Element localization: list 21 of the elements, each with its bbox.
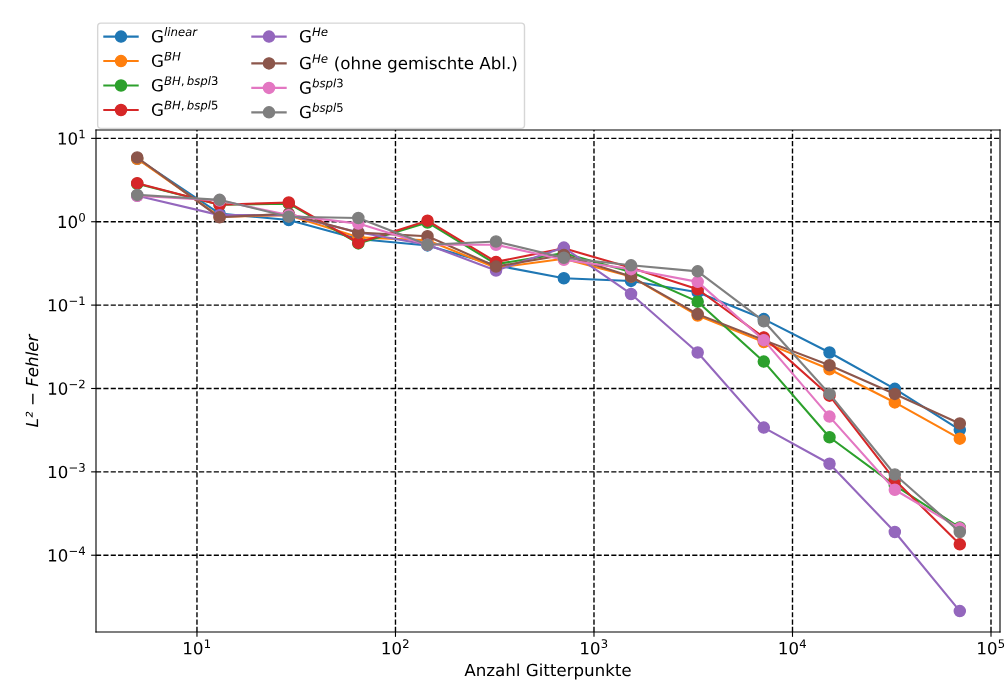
legend-label: G$^{BH}$: [151, 51, 181, 68]
x-axis-title: Anzahl Gitterpunkte: [464, 663, 631, 680]
legend-label: G$^{He}$ (ohne gemischte Abl.): [299, 54, 517, 73]
x-tick-label: 10$^{3}$: [581, 639, 608, 655]
y-tick-label: 10$^{−4}$: [48, 546, 86, 562]
y-tick-label: 10$^{−3}$: [48, 463, 85, 479]
legend-label: G$^{bspl3}$: [299, 78, 343, 94]
x-tick-label: 10$^{5}$: [978, 639, 1005, 655]
y-axis-title: L² − Fehler: [25, 333, 39, 427]
legend-label: G$^{BH,bspl5}$: [151, 100, 218, 116]
legend-label: G$^{bspl5}$: [299, 102, 343, 119]
x-tick-label: 10$^{1}$: [184, 639, 211, 655]
legend-label: G$^{BH,bspl3}$: [151, 76, 218, 92]
legend-label: G$^{linear}$: [151, 27, 198, 43]
x-tick-label: 10$^{4}$: [779, 639, 806, 655]
x-tick-label: 10$^{2}$: [382, 639, 409, 655]
y-tick-label: 10$^{0}$: [58, 212, 85, 229]
y-tick-label: 10$^{−2}$: [48, 379, 85, 395]
legend-label: G$^{He}$: [299, 27, 328, 43]
y-tick-label: 10$^{1}$: [58, 129, 85, 145]
y-tick-label: 10$^{−1}$: [48, 296, 85, 312]
